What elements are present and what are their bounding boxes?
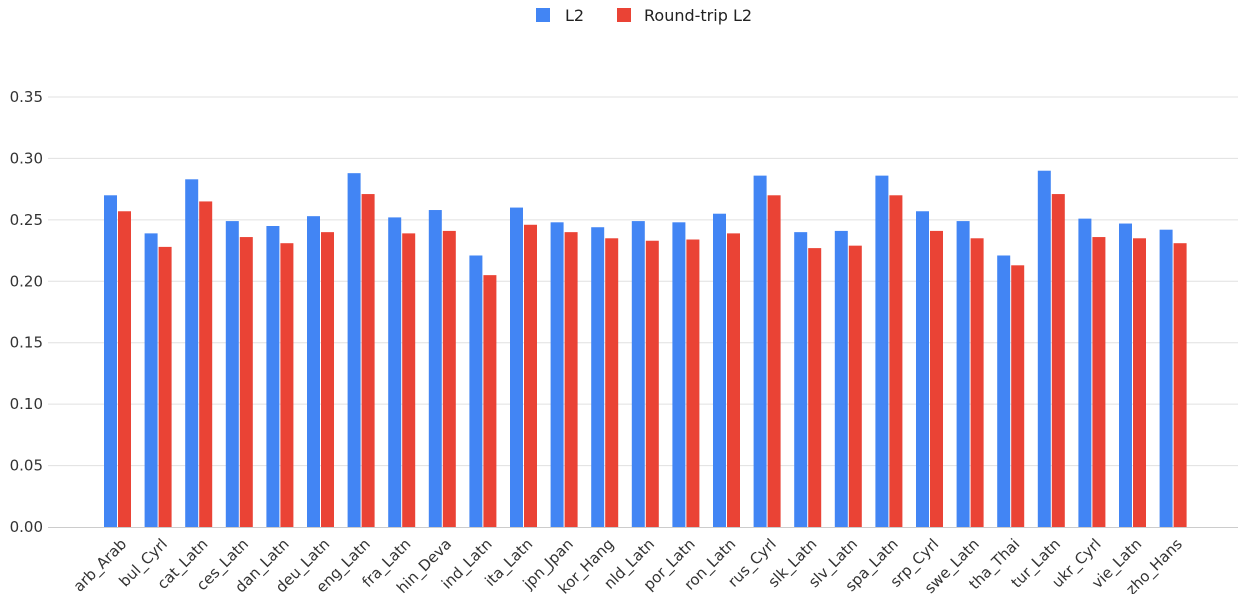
bar-l2-vie-latn [1119,223,1132,528]
bar-round-trip-l2-arb-arab [118,211,131,527]
bar-round-trip-l2-eng-latn [361,194,375,527]
bar-l2-ukr-cyrl [1078,218,1092,527]
bar-round-trip-l2-ces-latn [239,237,253,527]
bar-round-trip-l2-ukr-cyrl [1092,237,1106,527]
legend-swatch-l2 [536,8,550,22]
bar-round-trip-l2-jpn-jpan [564,232,578,527]
bar-l2-slk-latn [794,232,808,527]
bar-round-trip-l2-nld-latn [645,240,659,528]
bar-l2-spa-latn [875,175,889,527]
bar-round-trip-l2-swe-latn [970,238,984,528]
bar-round-trip-l2-ita-latn [524,224,537,527]
bar-round-trip-l2-srp-cyrl [930,230,943,527]
bar-round-trip-l2-dan-latn [280,243,294,527]
bars [104,170,1187,528]
y-tick-label: 0.30 [10,149,43,167]
bar-round-trip-l2-spa-latn [889,195,903,528]
bar-round-trip-l2-slk-latn [808,248,822,528]
y-axis-tick-labels: 0.00 0.05 0.10 0.15 0.20 0.25 0.30 0.35 [10,88,43,536]
bar-round-trip-l2-slv-latn [848,245,862,527]
bar-round-trip-l2-cat-latn [199,201,213,527]
bar-l2-kor-hang [591,227,605,528]
y-tick-label: 0.10 [10,395,43,413]
bar-l2-nld-latn [631,221,645,527]
bar-l2-hin-deva [428,210,442,527]
bar-l2-ind-latn [469,255,483,528]
y-tick-label: 0.25 [10,211,43,229]
bar-l2-dan-latn [266,226,280,527]
bar-l2-tha-thai [997,255,1011,528]
legend: L2 Round-trip L2 [536,6,752,25]
bar-round-trip-l2-deu-latn [321,232,334,527]
bar-round-trip-l2-fra-latn [402,233,416,527]
legend-label-l2: L2 [565,6,584,25]
y-tick-label: 0.20 [10,272,43,290]
bar-round-trip-l2-tur-latn [1051,194,1065,527]
legend-label-round-trip-l2: Round-trip L2 [644,6,752,25]
bar-l2-ita-latn [510,207,523,527]
bar-round-trip-l2-por-latn [686,239,700,527]
bar-l2-zho-hans [1159,229,1173,527]
bar-round-trip-l2-zho-hans [1173,243,1187,527]
bar-l2-deu-latn [307,216,320,528]
bar-round-trip-l2-ron-latn [727,233,740,527]
bar-round-trip-l2-rus-cyrl [767,195,781,528]
bar-l2-por-latn [672,222,686,527]
bar-l2-tur-latn [1037,170,1051,527]
y-tick-label: 0.00 [10,518,43,536]
bar-l2-slv-latn [834,230,848,527]
bar-round-trip-l2-tha-thai [1011,265,1025,527]
bar-l2-swe-latn [956,221,970,527]
bar-round-trip-l2-kor-hang [605,238,619,528]
y-tick-label: 0.35 [10,88,43,106]
bar-l2-ces-latn [225,221,239,527]
bar-round-trip-l2-bul-cyrl [158,246,172,527]
y-tick-label: 0.15 [10,334,43,352]
x-axis-tick-labels: arb_Arabbul_Cyrlcat_Latnces_Latndan_Latn… [70,535,1187,594]
y-tick-label: 0.05 [10,457,43,475]
bar-round-trip-l2-hin-deva [442,230,456,527]
bar-round-trip-l2-ind-latn [483,275,497,527]
bar-l2-eng-latn [347,173,361,528]
legend-swatch-round-trip-l2 [617,8,631,22]
bar-l2-jpn-jpan [550,222,564,527]
bar-l2-fra-latn [388,217,402,527]
bar-round-trip-l2-vie-latn [1133,238,1146,528]
bar-l2-bul-cyrl [144,233,158,527]
bar-l2-srp-cyrl [916,211,929,527]
bar-l2-cat-latn [185,179,199,527]
bar-l2-rus-cyrl [753,175,767,527]
bar-l2-arb-arab [104,195,117,528]
bar-l2-ron-latn [713,213,726,527]
